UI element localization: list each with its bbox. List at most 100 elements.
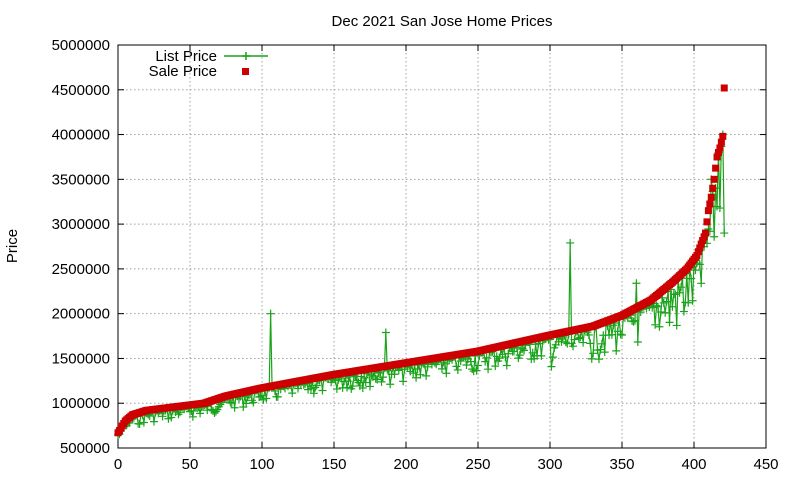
list-price-point [423, 362, 432, 371]
list-price-point [186, 407, 194, 416]
y-tick-label: 4000000 [52, 127, 110, 144]
list-price-point [675, 288, 684, 297]
sale-price-point [696, 244, 704, 252]
list-price-point [377, 377, 386, 386]
list-price-point [691, 266, 700, 275]
list-price-point [561, 338, 570, 347]
list-price-point [697, 279, 706, 288]
list-price-point [188, 412, 197, 421]
list-price-point [462, 361, 471, 370]
list-price-point [584, 330, 593, 339]
list-price-point [687, 274, 696, 283]
list-price-point [528, 348, 537, 357]
list-price-point [677, 283, 686, 292]
y-axis-label: Price [4, 229, 21, 263]
list-price-point [150, 417, 158, 426]
list-price-point [654, 302, 662, 311]
list-price-point [344, 377, 353, 386]
list-price-point [668, 302, 677, 311]
sale-price-point [704, 207, 712, 215]
list-price-point [440, 359, 449, 368]
x-tick-label: 250 [465, 456, 490, 473]
list-price-point [710, 232, 719, 241]
sale-price-point [694, 248, 702, 256]
list-price-point [413, 364, 422, 373]
list-price-point [409, 369, 418, 378]
list-price-point [453, 365, 462, 374]
sale-price-point [697, 240, 705, 248]
y-tick-label: 2000000 [52, 306, 110, 323]
list-price-point [249, 398, 258, 407]
list-price-point [312, 381, 321, 390]
list-price-point [167, 413, 176, 422]
list-price-point [442, 369, 451, 378]
sale-price-point [699, 237, 707, 245]
list-price-point [656, 308, 665, 317]
sale-price-point [710, 175, 718, 183]
list-price-point [386, 380, 395, 389]
list-price-point [537, 351, 546, 360]
list-price-point [466, 357, 475, 366]
x-tick-label: 100 [249, 456, 274, 473]
sale-price-point [712, 164, 720, 172]
list-price-point [630, 316, 639, 325]
list-price-point [684, 298, 693, 307]
list-price-point [332, 384, 341, 393]
sale-price-point [700, 233, 708, 241]
list-price-point [390, 370, 399, 379]
list-price-point [594, 355, 603, 364]
x-tick-label: 50 [182, 456, 199, 473]
list-price-point [548, 353, 557, 362]
list-price-point [655, 322, 664, 331]
list-price-point [158, 412, 167, 421]
list-price-point [378, 373, 387, 382]
list-price-point [515, 351, 524, 360]
y-tick-label: 500000 [60, 440, 110, 457]
list-price-point [679, 307, 688, 316]
sale-price-point [707, 193, 715, 201]
legend-marker-sale-price [242, 68, 249, 75]
list-price-point [468, 365, 477, 374]
x-tick-label: 300 [537, 456, 562, 473]
list-price-point [695, 260, 704, 269]
list-price-point [203, 406, 212, 415]
list-price-point [227, 399, 236, 408]
list-price-point [633, 337, 642, 346]
list-price-point [381, 328, 390, 337]
x-tick-label: 150 [321, 456, 346, 473]
list-price-point [472, 366, 481, 375]
list-price-point [258, 391, 266, 400]
x-tick-label: 0 [114, 456, 122, 473]
list-price-point [452, 362, 461, 371]
list-price-point [358, 383, 367, 392]
sale-price-point [709, 184, 717, 192]
x-tick-label: 350 [609, 456, 634, 473]
list-price-point [266, 309, 275, 318]
list-price-point [226, 398, 235, 407]
list-price-point [688, 296, 697, 305]
list-price-point [587, 354, 596, 363]
list-price-point [510, 347, 518, 356]
list-price-point [597, 339, 606, 348]
list-price-point [311, 383, 320, 392]
list-price-point [230, 403, 239, 412]
list-price-point [482, 353, 491, 362]
x-tick-label: 400 [681, 456, 706, 473]
list-price-point [399, 377, 408, 386]
list-price-point [600, 348, 609, 357]
list-price-point [438, 364, 446, 373]
list-price-point [416, 370, 425, 379]
sale-price-point [714, 148, 722, 156]
list-price-point [720, 229, 729, 238]
list-price-point [211, 407, 220, 416]
list-price-point [139, 418, 148, 427]
list-price-point [288, 389, 297, 398]
list-price-point [618, 330, 626, 339]
plot-frame [117, 44, 767, 449]
list-price-point [579, 338, 588, 347]
y-tick-label: 2500000 [52, 261, 110, 278]
x-tick-label: 450 [753, 456, 778, 473]
list-price-point [474, 361, 482, 370]
list-price-point [672, 321, 681, 330]
